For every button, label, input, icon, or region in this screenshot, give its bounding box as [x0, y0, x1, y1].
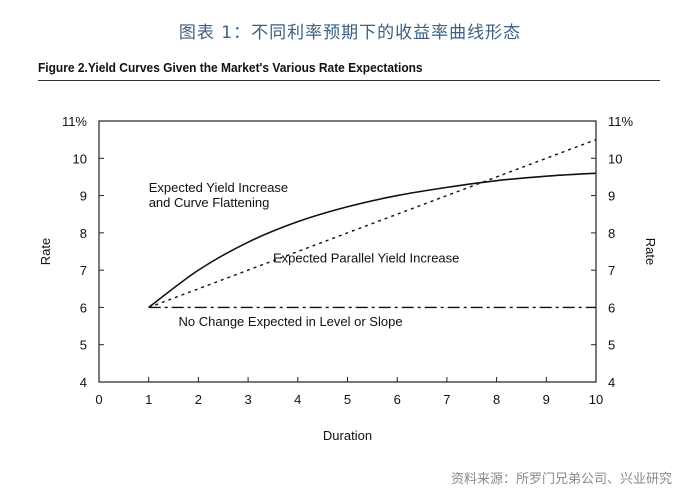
x-tick-label: 10	[589, 392, 603, 407]
y-tick-label-right: 8	[608, 226, 615, 241]
y-tick-label-right: 5	[608, 338, 615, 353]
y-tick-label-left: 4	[80, 375, 87, 390]
y-tick-label-right: 10	[608, 151, 622, 166]
y-tick-label-left: 5	[80, 338, 87, 353]
parallel-increase-line	[148, 138, 597, 309]
title-divider	[38, 80, 660, 81]
source-note: 资料来源：所罗门兄弟公司、兴业研究	[450, 472, 672, 487]
x-tick-label: 5	[344, 392, 351, 407]
y-tick-label-left: 9	[80, 189, 87, 204]
y-tick-label-right: 9	[608, 189, 615, 204]
x-tick-label: 3	[244, 392, 251, 407]
y-tick-label-left: 8	[80, 226, 87, 241]
x-tick-label: 1	[145, 392, 152, 407]
y-tick-label-right: 11%	[608, 114, 633, 129]
flattening-curve-line	[148, 172, 597, 309]
x-tick-label: 7	[443, 392, 450, 407]
y-tick-label-right: 7	[608, 263, 615, 278]
x-tick-label: 2	[195, 392, 202, 407]
x-tick-label: 4	[294, 392, 301, 407]
y-tick-label-left: 10	[73, 151, 87, 166]
y-tick-label-left: 7	[80, 263, 87, 278]
x-tick-label: 8	[493, 392, 500, 407]
x-axis-label: Duration	[323, 428, 372, 443]
annotation-label: No Change Expected in Level or Slope	[179, 314, 403, 329]
y-tick-label-left: 11%	[62, 114, 87, 129]
annotation-label: Expected Yield Increase	[149, 180, 288, 195]
x-tick-label: 6	[394, 392, 401, 407]
y-tick-label-right: 6	[608, 300, 615, 315]
y-axis-label-right: Rate	[643, 238, 658, 265]
annotation-label: and Curve Flattening	[149, 195, 270, 210]
y-tick-label-left: 6	[80, 300, 87, 315]
y-tick-label-right: 4	[608, 375, 615, 390]
annotation-label: Expected Parallel Yield Increase	[273, 251, 459, 266]
x-tick-label: 9	[543, 392, 550, 407]
page-title: 图表 1：不同利率预期下的收益率曲线形态	[178, 23, 522, 43]
x-tick-label: 0	[95, 392, 102, 407]
y-axis-label-left: Rate	[38, 238, 53, 265]
figure-title: Figure 2.Yield Curves Given the Market's…	[38, 60, 423, 75]
